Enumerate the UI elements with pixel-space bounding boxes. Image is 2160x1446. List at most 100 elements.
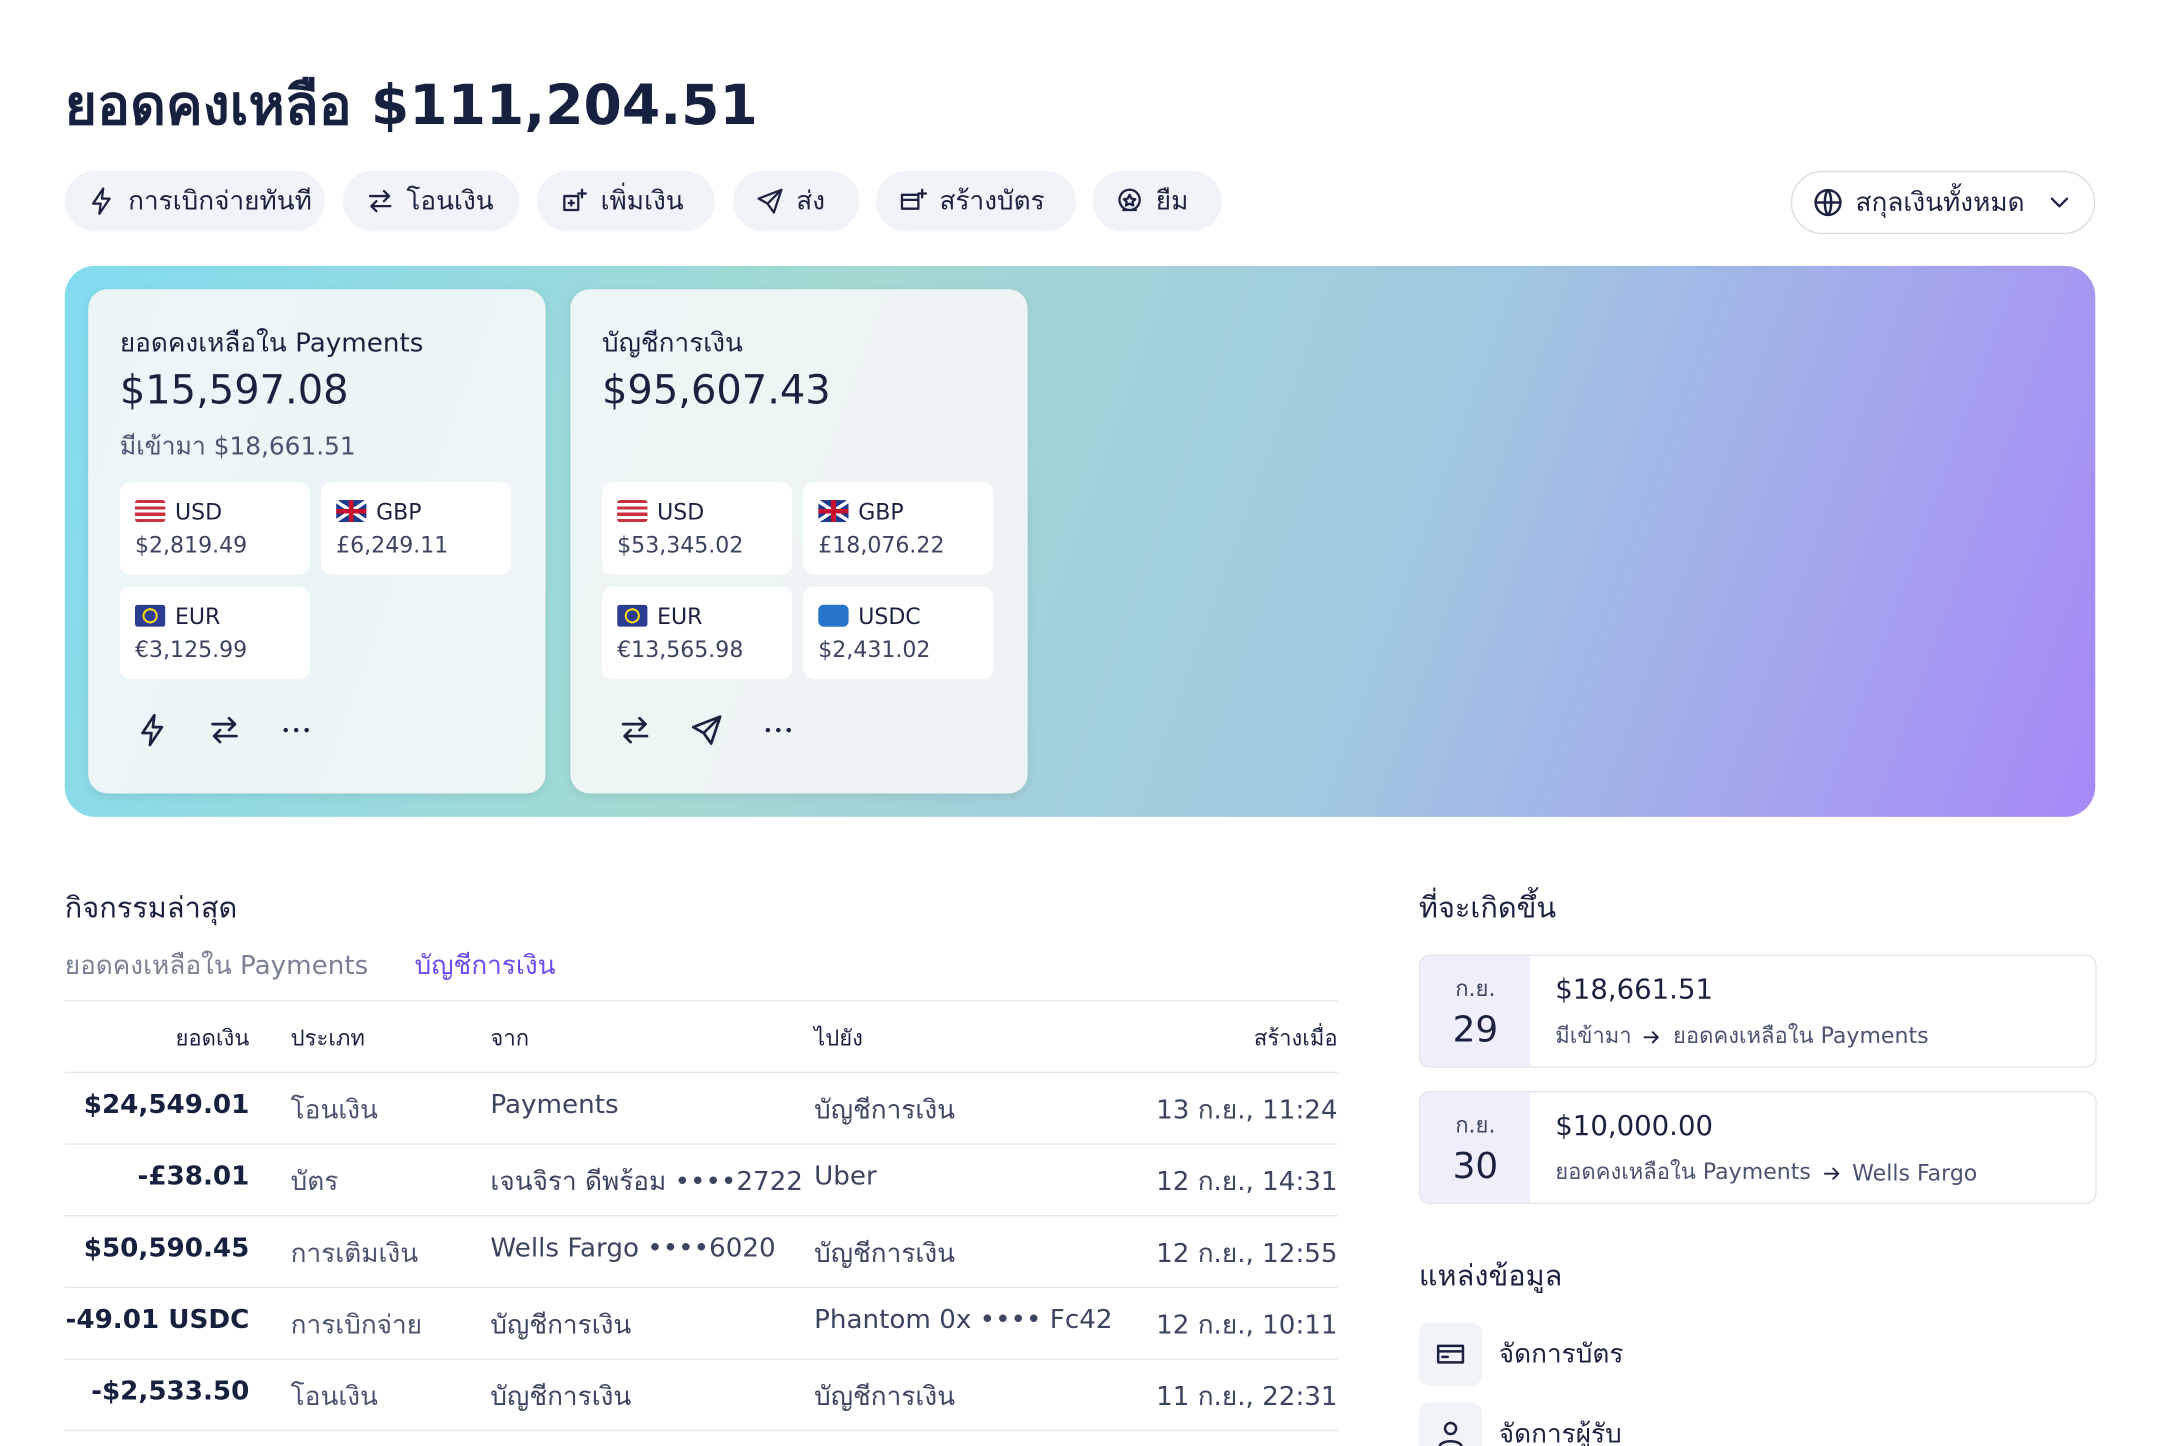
- account-card: บัญชีการเงิน $95,607.43 USD $53,345.02 GBP £1…: [570, 289, 1028, 794]
- currency-code-row: USD: [135, 499, 222, 525]
- currency-chip[interactable]: GBP £6,249.11: [320, 482, 512, 575]
- activity-tab[interactable]: ยอดคงเหลือใน Payments: [64, 950, 369, 981]
- currency-chip[interactable]: USD $2,819.49: [119, 482, 310, 575]
- currency-code-row: USD: [617, 499, 704, 525]
- resources-title: แหล่งข้อมูล: [1418, 1259, 1563, 1293]
- icon-svg: [691, 715, 722, 745]
- upcoming-item[interactable]: ก.ย. 30 $10,000.00 ยอดคงเหลือใน Payments Wel…: [1418, 1091, 2097, 1204]
- column-header: ยอดเงิน: [175, 1024, 250, 1052]
- table-cell: Wells Fargo ••••6020: [490, 1232, 776, 1264]
- currency-chip[interactable]: GBP £18,076.22: [803, 482, 994, 575]
- currency-code: USDC: [858, 603, 921, 630]
- icon: [1819, 1161, 1844, 1186]
- card-action[interactable]: [135, 712, 171, 753]
- icon-path: [91, 187, 111, 215]
- icon-svg: [765, 727, 792, 733]
- flag: [617, 500, 648, 523]
- icon-svg: [1436, 1344, 1465, 1364]
- currency-amount: £18,076.22: [818, 531, 945, 558]
- divider: [64, 1000, 1338, 1002]
- icon-path: [1118, 188, 1141, 212]
- action-button[interactable]: ส่ง: [732, 170, 860, 232]
- currency-code: USD: [174, 498, 223, 525]
- balance: $111,204.51: [370, 74, 758, 138]
- currency-chip[interactable]: USDC $2,431.02: [803, 586, 994, 680]
- upcoming-amount: $10,000.00: [1555, 1108, 1714, 1142]
- action-button[interactable]: เพิ่มเงิน: [537, 170, 715, 232]
- icon: [617, 712, 653, 748]
- resource-icon: [1418, 1402, 1483, 1446]
- table-cell: บัญชีการเงิน: [490, 1381, 632, 1412]
- flag: [617, 604, 648, 627]
- icon-svg: [900, 188, 928, 210]
- currency-amount: $53,345.02: [617, 531, 744, 558]
- accounts-panel: ยอดคงเหลือใน Payments $15,597.08 มีเข้ามา …: [64, 265, 2096, 817]
- action-label: ส่ง: [796, 185, 825, 217]
- route-to: ยอดคงเหลือใน Payments: [1672, 1022, 1929, 1049]
- upcoming-item[interactable]: ก.ย. 29 $18,661.51 มีเข้ามา ยอดคงเหลือใน Pay…: [1418, 954, 2097, 1068]
- card-action[interactable]: [760, 712, 796, 753]
- column-header: จาก: [490, 1024, 530, 1052]
- currency-chip[interactable]: USD $53,345.02: [601, 482, 793, 575]
- action-button[interactable]: สร้างบัตร: [876, 170, 1076, 232]
- icon: [1640, 1024, 1665, 1049]
- currency-select[interactable]: สกุลเงินทั้งหมด: [1790, 170, 2096, 235]
- currency-code: EUR: [657, 603, 703, 630]
- icon-svg: [141, 713, 164, 747]
- icon-svg: [283, 727, 309, 733]
- icon-path: [2050, 197, 2069, 208]
- action-button[interactable]: โอนเงิน: [343, 170, 520, 232]
- date-month: ก.ย.: [1455, 1111, 1496, 1138]
- icon-path: [141, 713, 164, 747]
- table-cell: Uber: [814, 1161, 877, 1192]
- table-cell: โอนเงิน: [290, 1381, 378, 1412]
- heading: ยอดคงเหลือ $111,204.51: [65, 61, 758, 149]
- action-button[interactable]: ยืม: [1092, 170, 1222, 232]
- action-label: เพิ่มเงิน: [600, 185, 684, 217]
- flag: [135, 604, 166, 627]
- icon-path: [757, 188, 783, 214]
- currency-amount: €3,125.99: [135, 636, 248, 663]
- table-cell: 11 ก.ย., 22:31: [1156, 1381, 1338, 1412]
- action-button[interactable]: การเบิกจ่ายทันที: [64, 170, 326, 232]
- icon: [898, 186, 928, 216]
- icon: [135, 712, 171, 748]
- icon-path: [621, 716, 649, 744]
- date-box: ก.ย. 30: [1420, 1092, 1531, 1203]
- card-action[interactable]: [617, 712, 653, 753]
- currency-chip[interactable]: EUR €3,125.99: [119, 586, 310, 680]
- date-day: 30: [1452, 1146, 1499, 1188]
- column-header: ไปยัง: [814, 1024, 863, 1052]
- icon-path: [1644, 1030, 1660, 1043]
- resource-link[interactable]: จัดการผู้รับ: [1418, 1402, 1622, 1446]
- row-divider: [64, 1358, 1338, 1360]
- icon-svg: [757, 188, 783, 214]
- activity-tab[interactable]: บัญชีการเงิน: [414, 950, 556, 981]
- row-divider: [64, 1215, 1338, 1217]
- upcoming-route: ยอดคงเหลือใน Payments Wells Fargo: [1555, 1156, 1977, 1190]
- icon-path: [1436, 1344, 1465, 1364]
- route-from: มีเข้ามา: [1555, 1022, 1632, 1049]
- account-title: ยอดคงเหลือใน Payments: [119, 327, 424, 359]
- table-cell: 12 ก.ย., 14:31: [1156, 1166, 1338, 1198]
- currency-code-row: GBP: [818, 499, 904, 525]
- table-cell: Phantom 0x •••• Fc42: [814, 1304, 1113, 1335]
- account-incoming: มีเข้ามา $18,661.51: [119, 432, 356, 462]
- currency-code-row: EUR: [617, 603, 703, 630]
- table-cell: $24,549.01: [83, 1089, 250, 1120]
- card-action[interactable]: [278, 712, 314, 753]
- currency-select-label: สกุลเงินทั้งหมด: [1855, 187, 2025, 218]
- currency-chip[interactable]: EUR €13,565.98: [601, 586, 793, 680]
- card-action[interactable]: [689, 712, 725, 753]
- icon-svg: [211, 716, 238, 744]
- activity-title: กิจกรรมล่าสุด: [64, 891, 238, 925]
- resource-label: จัดการผู้รับ: [1498, 1418, 1622, 1446]
- card-action[interactable]: [207, 712, 243, 753]
- icon-path: [368, 189, 392, 213]
- icon: [207, 712, 243, 748]
- resource-link[interactable]: จัดการบัตร: [1418, 1322, 1623, 1386]
- column-header: ประเภท: [290, 1024, 365, 1052]
- icon-svg: [1823, 1166, 1839, 1180]
- icon-svg: [563, 188, 587, 212]
